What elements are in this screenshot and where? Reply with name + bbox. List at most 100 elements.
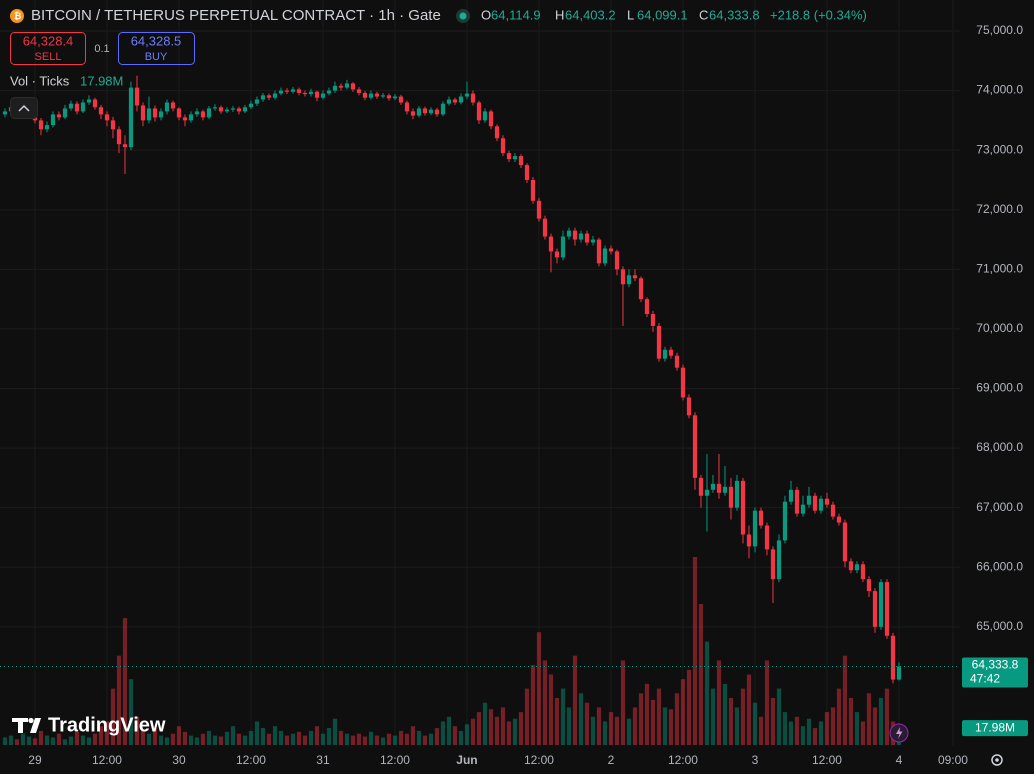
volume-bar bbox=[50, 737, 56, 745]
volume-bar bbox=[410, 726, 416, 745]
candle-body bbox=[386, 95, 392, 99]
volume-bar bbox=[206, 730, 212, 745]
candle-body bbox=[752, 510, 758, 547]
volume-bar bbox=[296, 731, 302, 745]
candle-body bbox=[224, 109, 230, 112]
x-tick-label: 12:00 bbox=[668, 753, 698, 767]
chart-title: BITCOIN / TETHERUS PERPETUAL CONTRACT · … bbox=[31, 7, 441, 24]
volume-bar bbox=[338, 730, 344, 745]
candle-body bbox=[248, 103, 254, 108]
candle-body bbox=[710, 483, 716, 490]
volume-bar bbox=[428, 733, 434, 745]
volume-bar bbox=[686, 669, 692, 745]
volume-bar bbox=[758, 716, 764, 745]
candle-body bbox=[326, 90, 332, 94]
candle-body bbox=[380, 95, 386, 97]
volume-bar bbox=[344, 733, 350, 745]
volume-title: Vol · Ticks bbox=[10, 73, 70, 88]
candle-body bbox=[746, 534, 752, 547]
volume-bar bbox=[248, 730, 254, 745]
candle-body bbox=[854, 564, 860, 571]
candle-body bbox=[590, 239, 596, 243]
volume-bar bbox=[650, 699, 656, 745]
volume-bar bbox=[326, 728, 332, 745]
candle-body bbox=[284, 90, 290, 92]
candle-body bbox=[230, 108, 236, 110]
volume-bar bbox=[188, 735, 194, 745]
volume-bar bbox=[506, 721, 512, 745]
candle-body bbox=[836, 516, 842, 523]
candle-body bbox=[596, 239, 602, 264]
lightning-glyph bbox=[896, 727, 903, 739]
candle-body bbox=[416, 108, 422, 116]
candle-body bbox=[464, 93, 470, 97]
x-tick-label: 12:00 bbox=[524, 753, 554, 767]
volume-bar bbox=[740, 688, 746, 745]
volume-bar bbox=[38, 730, 44, 745]
candle-body bbox=[398, 96, 404, 103]
candle-body bbox=[332, 85, 338, 91]
spread: 0.1 bbox=[94, 43, 109, 55]
candle-body bbox=[218, 107, 224, 112]
candle-body bbox=[272, 93, 278, 98]
candle-body bbox=[410, 111, 416, 116]
volume-bar bbox=[530, 665, 536, 745]
candle-body bbox=[572, 230, 578, 240]
collapse-button[interactable] bbox=[10, 97, 38, 119]
volume-bar bbox=[56, 733, 62, 745]
candle-body bbox=[188, 114, 194, 121]
volume-bar bbox=[416, 730, 422, 745]
x-tick-label: 3 bbox=[752, 753, 759, 767]
candle-body bbox=[662, 349, 668, 359]
volume-bar bbox=[680, 679, 686, 745]
volume-bar bbox=[794, 716, 800, 745]
volume-bar bbox=[374, 735, 380, 745]
sell-button[interactable] bbox=[10, 32, 86, 65]
candle-body bbox=[566, 230, 572, 237]
candle-body bbox=[128, 87, 134, 148]
settings-icon[interactable] bbox=[991, 754, 1003, 766]
candle-body bbox=[506, 153, 512, 160]
candle-body bbox=[818, 498, 824, 511]
candle-body bbox=[704, 489, 710, 496]
candle-body bbox=[812, 495, 818, 511]
candle-body bbox=[146, 108, 152, 121]
volume-bar bbox=[362, 736, 368, 745]
candle-body bbox=[530, 179, 536, 201]
volume-bar bbox=[770, 698, 776, 745]
volume-bar bbox=[308, 730, 314, 745]
legend-change: +218.8 (+0.34%) bbox=[770, 7, 867, 22]
volume-bar bbox=[260, 728, 266, 745]
sell-price: 64,328.4 bbox=[23, 33, 74, 48]
candle-body bbox=[404, 102, 410, 112]
candle-body bbox=[176, 108, 182, 118]
volume-bar bbox=[656, 688, 662, 745]
volume-bar bbox=[170, 733, 176, 745]
candle-body bbox=[554, 251, 560, 258]
volume-bar bbox=[224, 731, 230, 745]
candle-body bbox=[2, 111, 8, 115]
volume-bar bbox=[554, 698, 560, 745]
volume-bar bbox=[524, 688, 530, 745]
volume-bar bbox=[872, 707, 878, 745]
volume-bar bbox=[320, 733, 326, 745]
buy-label: BUY bbox=[145, 51, 168, 63]
buy-button[interactable] bbox=[118, 32, 195, 65]
volume-bar bbox=[746, 674, 752, 745]
volume-bar bbox=[20, 733, 26, 745]
candle-body bbox=[50, 114, 56, 126]
candle-body bbox=[392, 96, 398, 99]
candle-body bbox=[824, 498, 830, 505]
volume-bar bbox=[614, 716, 620, 745]
volume-bar bbox=[620, 660, 626, 745]
volume-bar bbox=[14, 739, 20, 745]
candle-body bbox=[278, 90, 284, 94]
candle-body bbox=[548, 236, 554, 252]
volume-bar bbox=[734, 707, 740, 745]
volume-bar bbox=[242, 735, 248, 745]
y-tick-label: 65,000.0 bbox=[976, 619, 1023, 633]
volume-bar bbox=[158, 735, 164, 745]
volume-bar bbox=[836, 688, 842, 745]
y-tick-label: 69,000.0 bbox=[976, 381, 1023, 395]
candle-body bbox=[692, 415, 698, 478]
